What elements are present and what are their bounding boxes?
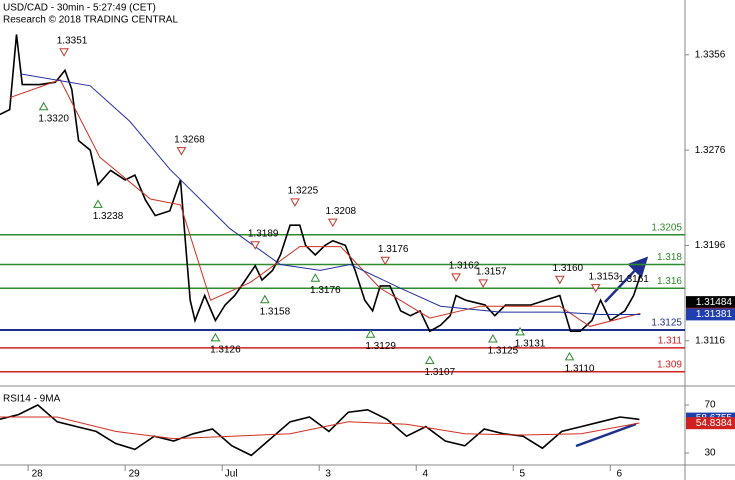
low-marker <box>564 351 575 361</box>
price-badge-label: 1.31381 <box>696 309 733 320</box>
rsi-trendline <box>575 422 637 448</box>
x-tick-label: 6 <box>617 469 623 480</box>
low-label: 1.3131 <box>515 338 546 349</box>
level-label: 1.316 <box>657 276 682 287</box>
low-label: 1.3176 <box>310 285 341 296</box>
level-label: 1.311 <box>658 336 683 347</box>
series-line <box>0 404 640 457</box>
price-badge <box>686 417 735 430</box>
low-label: 1.3320 <box>38 113 69 124</box>
chart-title: USD/CAD - 30min - 5:27:49 (CET) <box>3 3 156 14</box>
high-label: 1.3225 <box>288 186 319 197</box>
low-marker <box>310 273 321 282</box>
level-label: 1.318 <box>657 252 682 263</box>
low-marker <box>515 326 525 336</box>
x-tick-label: 4 <box>422 469 428 480</box>
y-tick-label: 1.3196 <box>695 240 726 251</box>
series-line <box>9 79 641 327</box>
panel-title: RSI14 - 9MA <box>3 394 61 405</box>
x-tick-label: Jul <box>225 469 238 480</box>
low-label: 1.3126 <box>210 344 241 355</box>
high-marker <box>176 147 187 156</box>
high-label: 1.3176 <box>378 244 409 255</box>
high-label: 1.3208 <box>326 206 357 217</box>
high-label: 1.3157 <box>476 267 507 278</box>
high-label: 1.3160 <box>553 263 584 274</box>
low-marker <box>488 333 498 343</box>
x-tick-label: 28 <box>32 469 44 480</box>
low-marker <box>38 101 49 111</box>
chart-subtitle: Research © 2018 TRADING CENTRAL <box>3 15 178 26</box>
forecast-arrow <box>604 256 649 303</box>
series-line <box>20 73 641 315</box>
low-label: 1.3107 <box>425 367 456 378</box>
low-label: 1.3129 <box>365 341 396 352</box>
y-tick-label: 1.3276 <box>695 145 726 156</box>
high-label: 1.3189 <box>248 228 279 239</box>
high-marker <box>554 275 565 285</box>
low-marker <box>210 332 221 342</box>
low-label: 1.3110 <box>565 364 595 375</box>
x-tick-label: 29 <box>129 469 141 480</box>
series-line <box>0 34 642 333</box>
high-label: 1.3162 <box>449 261 480 272</box>
high-marker <box>478 279 489 288</box>
price-badge <box>686 296 735 309</box>
high-marker <box>451 273 461 282</box>
y-tick-label: 1.3116 <box>695 335 725 346</box>
x-tick-label: 3 <box>325 469 331 480</box>
high-marker <box>590 284 601 293</box>
low-marker <box>365 329 376 338</box>
high-label: 1.3351 <box>57 35 88 46</box>
low-marker <box>260 294 270 304</box>
low-label: 1.3158 <box>260 306 291 317</box>
y-tick-label: 30 <box>704 448 716 459</box>
low-marker <box>93 199 103 208</box>
high-marker <box>250 241 261 250</box>
high-marker <box>290 198 300 207</box>
low-label: 1.3238 <box>93 211 124 222</box>
high-marker <box>327 218 338 228</box>
high-marker <box>59 48 69 57</box>
high-marker <box>380 256 391 266</box>
x-tick-label: 5 <box>519 469 525 480</box>
low-label: 1.3125 <box>488 346 519 357</box>
y-tick-label: 1.3356 <box>695 49 726 60</box>
high-label: 1.3153 <box>588 271 619 282</box>
price-badge <box>686 308 735 321</box>
price-badge-label: 1.31484 <box>696 297 733 308</box>
y-tick-label: 70 <box>704 400 716 411</box>
level-label: 1.3125 <box>651 318 682 329</box>
level-label: 1.309 <box>657 359 682 370</box>
high-label: 1.3268 <box>174 134 205 145</box>
target-label: 1.3161 <box>618 274 649 285</box>
low-marker <box>424 355 435 364</box>
series-line <box>0 416 640 440</box>
level-label: 1.3205 <box>651 222 682 233</box>
price-badge-label: 54.8384 <box>696 418 733 429</box>
